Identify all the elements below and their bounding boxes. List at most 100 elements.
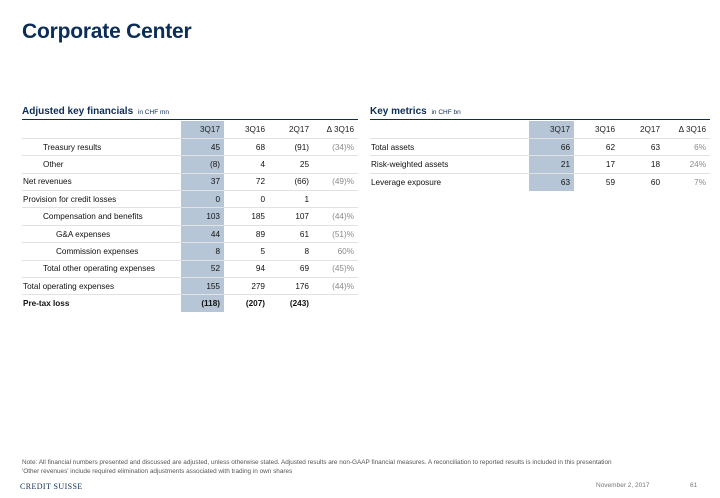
column-header: Δ 3Q16 bbox=[326, 124, 354, 134]
left-section-unit: in CHF mn bbox=[137, 109, 169, 116]
cell-3q17: 63 bbox=[529, 173, 574, 191]
cell-2q17: 18 bbox=[650, 159, 660, 169]
cell-3q16: 279 bbox=[251, 281, 265, 291]
cell-delta bbox=[313, 295, 358, 312]
cell-delta: 7% bbox=[694, 177, 706, 187]
footnote-line-1: Note: All financial numbers presented an… bbox=[22, 459, 612, 466]
cell-3q17: 103 bbox=[181, 207, 224, 226]
column-header: 2Q17 bbox=[288, 124, 309, 134]
column-header: 2Q17 bbox=[639, 124, 660, 134]
cell-3q16: 4 bbox=[260, 159, 265, 169]
cell-delta: (34)% bbox=[332, 142, 354, 152]
column-header: 3Q17 bbox=[181, 121, 224, 139]
row-label: Pre-tax loss bbox=[23, 299, 70, 309]
header-label-cell bbox=[22, 121, 181, 138]
cell-delta bbox=[313, 156, 358, 173]
cell-2q17: (66) bbox=[294, 177, 309, 187]
key-metrics-table: 3Q17 3Q16 2Q17 Δ 3Q16 Total assets 66 62… bbox=[370, 121, 710, 191]
table-row: Other (8) 4 25 bbox=[22, 155, 358, 174]
row-label: Commission expenses bbox=[56, 246, 139, 256]
credit-suisse-logo: CREDIT SUISSE bbox=[20, 482, 83, 491]
right-section-title: Key metrics in CHF bn bbox=[370, 106, 461, 117]
cell-3q17: 21 bbox=[529, 155, 574, 174]
cell-3q17: 8 bbox=[181, 242, 224, 261]
cell-3q16: 185 bbox=[251, 212, 265, 222]
table-row: Total assets 66 62 63 6% bbox=[370, 138, 710, 156]
header-label-cell bbox=[370, 121, 529, 138]
right-section-title-text: Key metrics bbox=[370, 106, 427, 117]
row-label: Other bbox=[43, 159, 64, 169]
cell-3q16: 17 bbox=[605, 159, 615, 169]
cell-3q16: 0 bbox=[260, 194, 265, 204]
cell-delta: (45)% bbox=[332, 264, 354, 274]
cell-3q17: 155 bbox=[181, 277, 224, 295]
row-label: Provision for credit losses bbox=[23, 194, 117, 204]
footer-date: November 2, 2017 bbox=[596, 482, 650, 489]
table-row-pretax-loss: Pre-tax loss (118) (207) (243) bbox=[22, 294, 358, 313]
cell-2q17: 69 bbox=[299, 264, 309, 274]
adjusted-key-financials-table: 3Q17 3Q16 2Q17 Δ 3Q16 Treasury results 4… bbox=[22, 121, 358, 313]
row-label: Total assets bbox=[371, 142, 415, 152]
cell-2q17: 25 bbox=[299, 159, 309, 169]
left-section-underline bbox=[22, 119, 358, 120]
cell-3q16: 89 bbox=[255, 229, 265, 239]
row-label: Total operating expenses bbox=[23, 281, 115, 291]
cell-delta: (51)% bbox=[332, 229, 354, 239]
cell-3q17: 44 bbox=[181, 225, 224, 243]
table-row: Commission expenses 8 5 8 60% bbox=[22, 242, 358, 261]
cell-3q17: 66 bbox=[529, 138, 574, 156]
column-header: 3Q16 bbox=[594, 124, 615, 134]
cell-delta: 6% bbox=[694, 142, 706, 152]
table-header-row: 3Q17 3Q16 2Q17 Δ 3Q16 bbox=[22, 121, 358, 139]
cell-2q17: 107 bbox=[295, 212, 309, 222]
footnote: Note: All financial numbers presented an… bbox=[22, 458, 672, 476]
row-label: Treasury results bbox=[43, 142, 102, 152]
table-row: Total other operating expenses 52 94 69 … bbox=[22, 260, 358, 278]
cell-3q17: 45 bbox=[181, 138, 224, 156]
cell-2q17: 61 bbox=[299, 229, 309, 239]
table-row: Net revenues 37 72 (66) (49)% bbox=[22, 173, 358, 191]
cell-3q16: 94 bbox=[255, 264, 265, 274]
column-header: Δ 3Q16 bbox=[678, 124, 706, 134]
cell-2q17: 60 bbox=[650, 177, 660, 187]
right-section-unit: in CHF bn bbox=[431, 109, 461, 116]
cell-delta: (44)% bbox=[332, 281, 354, 291]
cell-2q17: (91) bbox=[294, 142, 309, 152]
cell-3q17: 37 bbox=[181, 173, 224, 191]
cell-2q17: (243) bbox=[289, 299, 309, 309]
cell-delta: (49)% bbox=[332, 177, 354, 187]
left-section-title-text: Adjusted key financials bbox=[22, 106, 134, 117]
table-row: G&A expenses 44 89 61 (51)% bbox=[22, 225, 358, 243]
page-title: Corporate Center bbox=[22, 20, 192, 43]
table-row: Provision for credit losses 0 0 1 bbox=[22, 190, 358, 208]
cell-3q16: 59 bbox=[605, 177, 615, 187]
row-label: Compensation and benefits bbox=[43, 212, 143, 222]
cell-delta bbox=[313, 191, 358, 208]
cell-3q17: (8) bbox=[181, 155, 224, 174]
table-row: Total operating expenses 155 279 176 (44… bbox=[22, 277, 358, 295]
table-header-row: 3Q17 3Q16 2Q17 Δ 3Q16 bbox=[370, 121, 710, 139]
row-label: Risk-weighted assets bbox=[371, 159, 449, 169]
right-section-underline bbox=[370, 119, 710, 120]
table-row: Treasury results 45 68 (91) (34)% bbox=[22, 138, 358, 156]
cell-3q16: 62 bbox=[605, 142, 615, 152]
column-header: 3Q16 bbox=[244, 124, 265, 134]
left-section-title: Adjusted key financials in CHF mn bbox=[22, 106, 169, 117]
row-label: Net revenues bbox=[23, 177, 72, 187]
row-label: G&A expenses bbox=[56, 229, 111, 239]
table-row: Risk-weighted assets 21 17 18 24% bbox=[370, 155, 710, 174]
cell-3q17: (118) bbox=[181, 294, 224, 313]
row-label: Total other operating expenses bbox=[43, 264, 155, 274]
cell-2q17: 8 bbox=[304, 246, 309, 256]
row-label: Leverage exposure bbox=[371, 177, 442, 187]
cell-delta: 60% bbox=[337, 246, 354, 256]
page-number: 61 bbox=[690, 482, 698, 489]
cell-3q16: 72 bbox=[255, 177, 265, 187]
cell-2q17: 63 bbox=[650, 142, 660, 152]
cell-3q17: 52 bbox=[181, 260, 224, 278]
column-header: 3Q17 bbox=[529, 121, 574, 139]
table-row: Compensation and benefits 103 185 107 (4… bbox=[22, 207, 358, 226]
cell-3q17: 0 bbox=[181, 190, 224, 208]
cell-delta: 24% bbox=[689, 159, 706, 169]
cell-delta: (44)% bbox=[332, 212, 354, 222]
